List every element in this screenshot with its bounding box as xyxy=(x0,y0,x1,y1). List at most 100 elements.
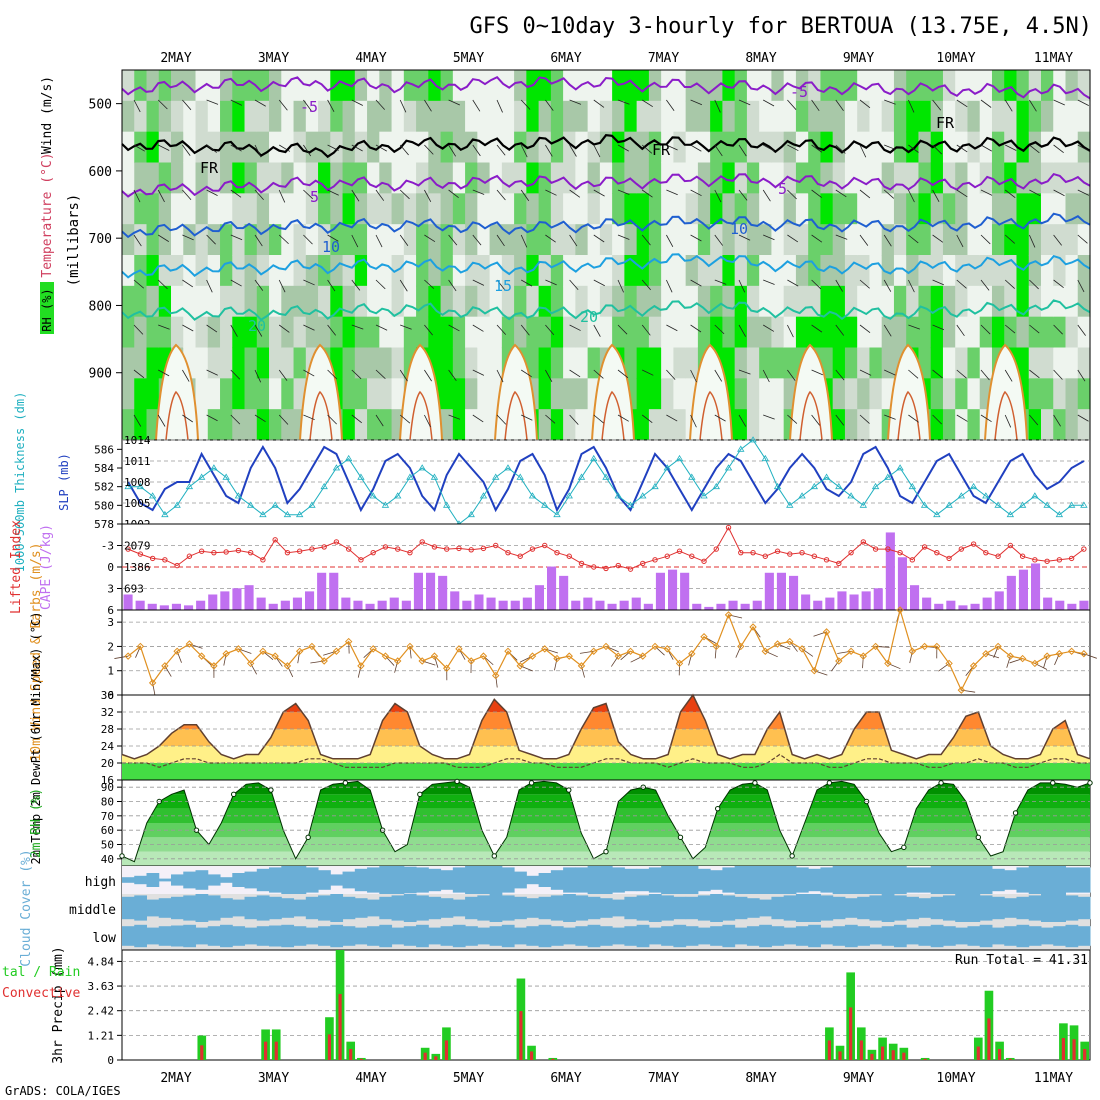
rh-cell xyxy=(342,224,356,256)
wind-barb xyxy=(763,279,775,285)
rh-cell xyxy=(391,131,405,164)
wind-point xyxy=(810,667,819,675)
cloud-bar xyxy=(122,896,135,920)
axis-tick-label: 580 xyxy=(94,499,114,512)
rh-cell xyxy=(244,100,258,133)
slp-label: SLP (mb) xyxy=(57,453,71,511)
wind-barb xyxy=(351,234,359,248)
rh-cell xyxy=(636,224,650,256)
wind-barb xyxy=(230,189,242,198)
wind-point xyxy=(639,652,647,660)
rh-cell xyxy=(538,193,552,225)
wind-barb xyxy=(496,234,505,247)
axis-tick-label: 3 xyxy=(107,583,114,596)
wind-barb xyxy=(1053,99,1065,106)
cape-bar xyxy=(522,597,532,610)
cloud-bar xyxy=(526,926,540,946)
rh-cell xyxy=(759,131,773,164)
rh-cell xyxy=(673,131,687,164)
rh-cell xyxy=(207,378,221,410)
cloud-bar xyxy=(759,924,772,948)
wind-barb xyxy=(908,414,919,423)
rh-cell xyxy=(1077,316,1091,349)
cloud-bar xyxy=(330,874,344,886)
cape-bar xyxy=(450,591,460,610)
wind-point xyxy=(295,647,304,655)
cloud-bar xyxy=(1065,895,1079,921)
axis-tick-label: 36 xyxy=(101,689,114,702)
wind-barb xyxy=(133,324,144,335)
rh-cell xyxy=(857,347,871,379)
cloud-bar xyxy=(379,924,393,948)
rh-cell xyxy=(1077,224,1091,256)
wind-barb xyxy=(278,369,288,381)
rh-cell xyxy=(857,70,871,102)
rh-cell xyxy=(759,378,773,410)
wind-barb xyxy=(593,324,601,337)
cloud-bar xyxy=(832,926,846,946)
cloud-bar xyxy=(575,867,589,893)
cloud-bar xyxy=(538,896,552,920)
rh-cell xyxy=(122,100,135,133)
li-point xyxy=(578,560,585,567)
cape-bar xyxy=(256,597,266,610)
wind-barb xyxy=(859,144,867,158)
rh-cell xyxy=(465,100,478,133)
wind-barb xyxy=(811,234,823,243)
cape-bar xyxy=(184,605,194,610)
li-point xyxy=(995,553,1001,559)
bottom-date-axis: 2MAY 3MAY 4MAY 5MAY 6MAY 7MAY 8MAY 9MAY 10MAY 11M… xyxy=(160,1071,1073,1086)
wind-point xyxy=(786,637,794,646)
wind-barb xyxy=(642,369,654,376)
rh-cell xyxy=(1077,378,1091,410)
wind-point xyxy=(688,650,696,658)
cloud-bar xyxy=(808,868,821,892)
precip-ticks: 4.843.632.421.210 xyxy=(88,955,122,1067)
cloud-bar xyxy=(967,866,981,894)
axis-tick-label: 1.21 xyxy=(88,1029,115,1042)
rh-cell xyxy=(844,131,858,164)
rh-cell xyxy=(636,70,650,102)
precip-conv-bar xyxy=(1083,1049,1087,1060)
wind-barb xyxy=(375,144,387,152)
thickness-point xyxy=(957,492,966,499)
wind-point xyxy=(908,647,917,655)
cape-bar xyxy=(547,566,557,610)
wind-speed-label: 10m Wind Speed & Barbs (m/s) xyxy=(29,542,44,761)
cloud-bar xyxy=(146,899,160,917)
rh-cell xyxy=(428,285,442,318)
cloud-bar xyxy=(342,871,356,889)
rh-cell xyxy=(1053,100,1067,133)
li-point xyxy=(652,557,658,563)
rh-cell xyxy=(305,131,319,164)
rh-cell xyxy=(256,378,270,410)
bottom-date-11MAY: 11MAY xyxy=(1034,1071,1073,1086)
rh-cell xyxy=(220,409,233,441)
wind-barb xyxy=(545,99,554,111)
rh-cell xyxy=(550,347,564,379)
wind-barb xyxy=(811,369,824,376)
wind-barb xyxy=(278,279,286,293)
li-point xyxy=(309,546,315,552)
cloud-bar xyxy=(158,878,172,882)
thickness-point xyxy=(920,501,929,508)
cloud-bar xyxy=(624,896,638,920)
rh-cell xyxy=(783,285,797,318)
rh-cell xyxy=(146,100,160,133)
cloud-bar xyxy=(1028,866,1042,894)
wind-barb xyxy=(811,189,822,198)
rh-cell xyxy=(134,378,148,410)
wind-barb xyxy=(787,369,796,381)
rh-cell xyxy=(881,131,895,164)
wind-barb xyxy=(254,99,266,107)
cloud-bar xyxy=(918,898,932,918)
rh-cell xyxy=(820,224,834,256)
rh-cell xyxy=(354,131,368,164)
cape-bar xyxy=(837,591,847,610)
rh-cell xyxy=(1065,131,1079,164)
thickness-point xyxy=(639,492,647,499)
rh-cell xyxy=(673,193,687,225)
cape-bar xyxy=(910,585,920,610)
rh-cell xyxy=(820,193,834,225)
wind-barb xyxy=(1004,369,1013,382)
